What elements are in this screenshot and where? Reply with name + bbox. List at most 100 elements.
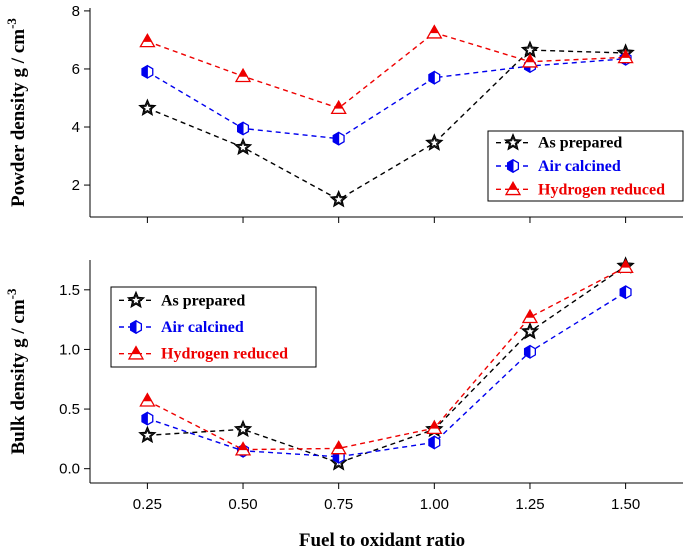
legend-box [110,286,317,368]
data-point [617,258,634,274]
data-point-fill [238,68,248,77]
y-tick-label: 8 [72,3,80,20]
legend-marker-outer [503,132,523,151]
data-point-fill [238,441,248,451]
data-point [141,64,154,79]
data-point-fill [429,24,440,34]
data-point [521,53,539,68]
y-axis-label-superscript: -3 [4,18,19,29]
y-axis-label-main: Bulk density g / cm [8,299,29,454]
y-axis-label-superscript: -3 [4,288,19,299]
legend: As prepared Air calcined Hydrogen reduced [487,130,684,202]
y-axis-label: Bulk density g / cm-3 [4,288,29,455]
data-point-fill [620,49,631,58]
legend-label: As prepared [538,135,622,152]
data-point [234,441,252,456]
legend-label: As prepared [161,292,245,309]
data-point-fill [141,411,148,426]
data-point [520,321,540,340]
x-tick-label: 0.75 [324,496,353,513]
legend-label: Air calcined [161,319,244,336]
data-point [332,131,345,146]
legend-marker [506,158,520,174]
legend-marker [129,319,143,335]
data-point-outer [520,321,540,340]
data-point [425,133,444,151]
legend-label: Hydrogen reduced [161,346,288,363]
data-point [233,137,253,156]
series-air-calcined [141,51,632,146]
data-point [428,435,441,450]
data-point-fill [619,285,627,300]
data-point-inner [523,325,537,337]
data-point-fill [524,344,531,359]
data-point-fill [237,121,244,136]
legend-marker-fill [130,319,137,335]
legend: As prepared Air calcined Hydrogen reduced [110,286,317,368]
data-point-outer [138,425,157,444]
data-point [138,425,157,444]
legend-marker-outer [126,290,146,309]
legend-marker [503,132,523,151]
series-line [147,31,626,109]
data-point-fill [525,53,535,63]
data-point-inner [332,193,345,205]
data-point [330,440,347,455]
x-axis-label: Fuel to oxidant ratio [299,530,465,551]
data-point [426,24,443,39]
x-tick-label: 0.50 [228,496,257,513]
data-point-outer [329,189,348,208]
y-tick-label: 0.5 [59,401,80,418]
data-point [428,70,441,85]
y-tick-label: 4 [72,119,80,136]
data-point-fill [333,100,344,109]
data-point-outer [138,98,157,116]
data-point-outer [233,419,253,438]
x-tick-label: 1.25 [515,496,544,513]
data-point-inner [236,422,250,435]
y-tick-label: 1.0 [59,341,80,358]
data-point [233,419,253,438]
series-line [147,58,626,140]
legend-label: Hydrogen reduced [538,181,665,198]
series-hydrogen-reduced [139,24,634,115]
y-tick-label: 0.0 [59,461,80,478]
data-point-outer [233,137,253,156]
data-point-outer [425,133,444,151]
data-point-fill [333,440,344,449]
data-point [426,419,443,435]
data-point [619,285,632,300]
data-point-fill [142,392,153,402]
data-point-inner [141,428,154,441]
data-point [617,49,634,64]
legend-marker-inner [129,293,143,306]
powder-density-panel: 2 4 6 8 Powder density g / cm-3 As prepared Ai… [4,3,684,223]
legend-marker-fill [508,181,518,190]
legend-marker [126,290,146,309]
data-point [138,98,157,116]
legend-box [487,130,684,202]
y-axis-label: Powder density g / cm-3 [4,18,29,207]
data-point-fill [429,420,440,429]
data-point-inner [141,101,154,114]
data-point-fill [142,33,153,42]
data-point [139,392,156,407]
legend-marker [504,181,522,196]
data-point [237,121,250,136]
data-point-inner [236,140,250,153]
data-point-fill [141,64,148,79]
y-axis-label-main: Powder density g / cm [8,29,29,207]
bulk-density-panel: 0.0 0.5 1.0 1.5 0.25 0.50 0.75 1.00 1.25 1.50 Bulk… [4,256,683,551]
data-point [139,33,156,48]
y-tick-label: 1.5 [59,282,80,299]
data-point-fill [428,70,435,85]
x-tick-label: 1.50 [611,496,640,513]
series-line [147,49,626,201]
legend-label: Air calcined [538,158,621,175]
data-point [329,189,348,208]
legend-marker [127,345,145,360]
data-point [330,99,347,115]
data-point-fill [428,435,435,450]
data-point [523,344,536,359]
